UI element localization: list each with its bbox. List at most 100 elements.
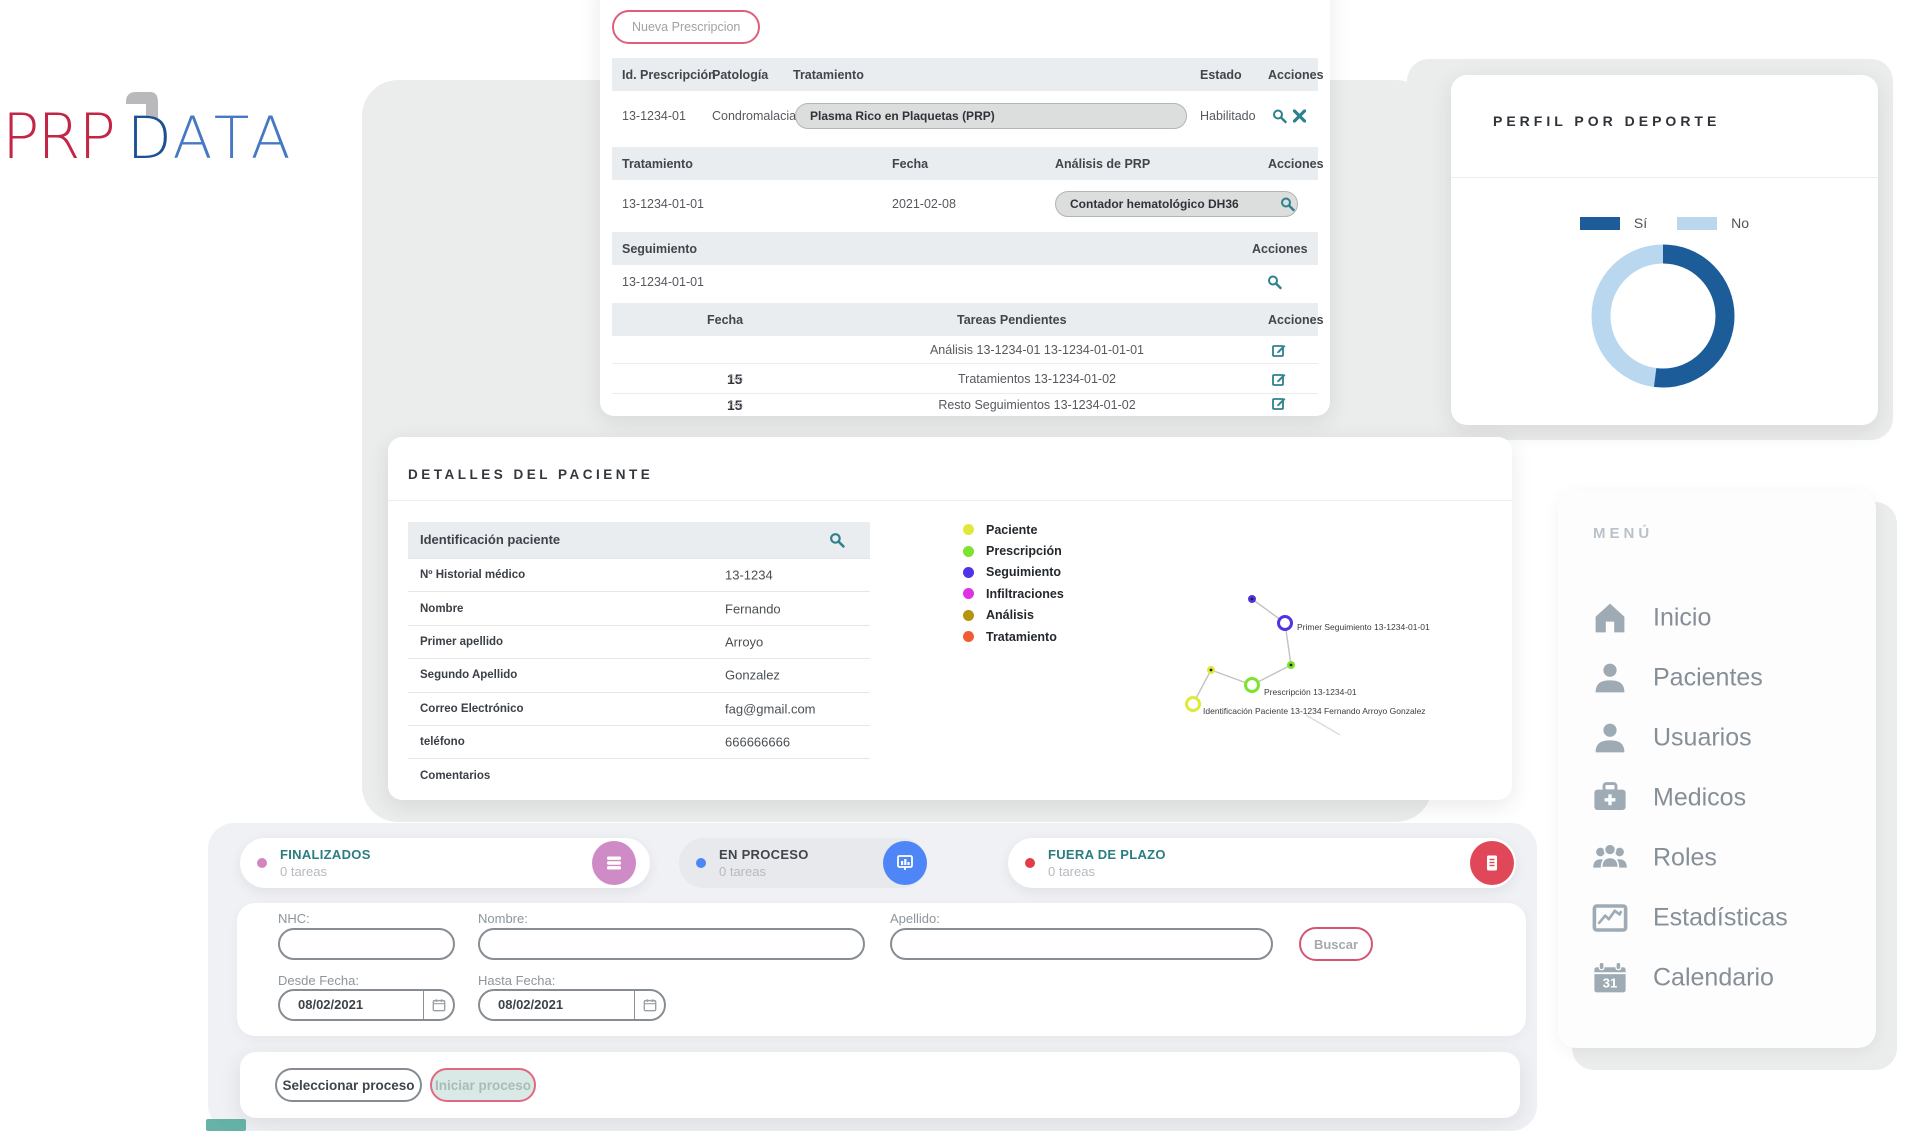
legend-dot	[963, 566, 974, 578]
status-count: 0 tareas	[719, 864, 766, 879]
status-title: FINALIZADOS	[280, 847, 371, 862]
col-analisis: Análisis de PRP	[1055, 156, 1151, 171]
legend-item: Prescripción	[963, 540, 1064, 561]
menu-item-pacientes[interactable]: Pacientes	[1558, 648, 1876, 708]
divider	[1451, 177, 1878, 178]
patient-network-graph[interactable]: Primer Seguimiento 13-1234-01-01 Prescri…	[388, 437, 1512, 800]
tratamiento-pill-button[interactable]: Plasma Rico en Plaquetas (PRP)	[795, 103, 1187, 129]
process-actions-panel: Seleccionar proceso Iniciar proceso	[240, 1052, 1520, 1118]
legend-label: Paciente	[986, 522, 1038, 537]
view-seguimiento-icon[interactable]	[1267, 275, 1282, 290]
col-tratamiento: Tratamiento	[793, 67, 864, 82]
menu-item-estadisticas[interactable]: Estadísticas	[1558, 888, 1876, 948]
menu-item-label: Pacientes	[1653, 663, 1763, 692]
view-tratamiento-icon[interactable]	[1280, 197, 1295, 212]
hasta-fecha-value: 08/02/2021	[498, 997, 564, 1012]
menu-item-inicio[interactable]: Inicio	[1558, 588, 1876, 648]
status-title: EN PROCESO	[719, 847, 809, 862]
teal-accent-chip	[206, 1119, 246, 1131]
col-patologia: Patología	[712, 67, 769, 82]
tarea-task: Tratamientos 13-1234-01-02	[958, 371, 1116, 386]
patient-field-row: Comentarios	[408, 758, 870, 791]
person-icon	[1595, 723, 1625, 753]
field-value: Arroyo	[725, 634, 764, 650]
view-prescription-icon[interactable]	[1272, 109, 1287, 124]
seleccionar-proceso-button[interactable]: Seleccionar proceso	[275, 1068, 422, 1102]
field-value: 666666666	[725, 734, 791, 750]
menu-item-medicos[interactable]: Medicos	[1558, 768, 1876, 828]
nhc-label: NHC:	[278, 911, 310, 926]
prescripcion-node-label: Prescripción 13-1234-01	[1264, 687, 1357, 697]
desde-fecha-input[interactable]: 08/02/2021	[278, 989, 455, 1021]
logo-corner-icon	[120, 92, 158, 128]
patient-id-table: Identificación paciente Nº Historial méd…	[408, 522, 870, 792]
tarea-row: 15 Feb Tratamientos 13-1234-01-02	[612, 363, 1318, 393]
delete-prescription-icon[interactable]	[1293, 109, 1306, 123]
people-group-icon	[1593, 843, 1627, 869]
legend-swatch-si	[1579, 216, 1620, 230]
tarea-row: Análisis 13-1234-01 13-1234-01-01-01	[612, 336, 1318, 363]
patient-field-row: Primer apellido Arroyo	[408, 624, 870, 658]
calendar-picker-icon[interactable]	[634, 991, 664, 1019]
patient-field-row: Nombre Fernando	[408, 591, 870, 624]
calendar-icon: 31	[1594, 961, 1626, 993]
col-tratamiento: Tratamiento	[622, 156, 693, 171]
col-seguimiento: Seguimiento	[622, 241, 698, 256]
menu-panel: MENÚ Inicio Pacientes Usuarios Medicos R…	[1558, 490, 1876, 1048]
edit-task-icon[interactable]	[1272, 343, 1286, 357]
desde-fecha-value: 08/02/2021	[298, 997, 364, 1012]
menu-item-label: Medicos	[1653, 783, 1747, 812]
logo-data-text: DATA	[127, 104, 296, 172]
menu-item-calendario[interactable]: 31 Calendario	[1558, 948, 1876, 1008]
analisis-pill-button[interactable]: Contador hematológico DH36	[1055, 191, 1298, 217]
field-label: Nº Historial médico	[420, 569, 526, 582]
field-value: Fernando	[725, 601, 781, 617]
menu-item-usuarios[interactable]: Usuarios	[1558, 708, 1876, 768]
logo-data-d: D	[127, 104, 173, 172]
calendar-picker-icon[interactable]	[423, 991, 453, 1019]
col-acciones: Acciones	[1268, 67, 1324, 82]
paciente-ring-node	[1185, 696, 1201, 712]
finalizados-card[interactable]: FINALIZADOS 0 tareas	[240, 838, 650, 888]
col-estado: Estado	[1200, 67, 1242, 82]
legend-dot	[963, 609, 974, 621]
menu-item-roles[interactable]: Roles	[1558, 828, 1876, 888]
menu-item-label: Estadísticas	[1653, 903, 1788, 932]
menu-item-label: Calendario	[1653, 963, 1774, 992]
tareas-table-header: Fecha Tareas Pendientes Acciones	[612, 303, 1324, 336]
document-icon	[1487, 855, 1497, 871]
status-dot	[696, 858, 706, 868]
legend-dot	[963, 631, 974, 643]
patient-field-row: Nº Historial médico 13-1234	[408, 558, 870, 591]
nombre-input[interactable]	[478, 928, 865, 960]
status-dot	[1025, 858, 1035, 868]
buscar-button[interactable]: Buscar	[1299, 927, 1373, 961]
fuera-de-plazo-card[interactable]: FUERA DE PLAZO 0 tareas	[1008, 838, 1516, 888]
field-value: 13-1234	[725, 567, 773, 583]
seguimiento-node-label: Primer Seguimiento 13-1234-01-01	[1297, 622, 1430, 632]
iniciar-proceso-button[interactable]: Iniciar proceso	[430, 1068, 536, 1102]
edit-task-icon[interactable]	[1272, 396, 1286, 411]
hasta-fecha-input[interactable]: 08/02/2021	[478, 989, 666, 1021]
tarea-month: Feb	[729, 374, 743, 383]
graph-legend: Paciente Prescripción Seguimiento Infilt…	[963, 519, 1064, 647]
search-patient-icon[interactable]	[829, 532, 845, 548]
prescription-patologia: Condromalacia	[712, 109, 797, 123]
legend-label: Análisis	[986, 608, 1034, 623]
nhc-input[interactable]	[278, 928, 455, 960]
en-proceso-card[interactable]: EN PROCESO 0 tareas	[679, 838, 927, 888]
field-label: teléfono	[420, 736, 465, 749]
home-icon	[1595, 603, 1625, 633]
tarea-day: 15	[727, 370, 743, 387]
apellido-input[interactable]	[890, 928, 1273, 960]
status-title: FUERA DE PLAZO	[1048, 847, 1166, 862]
edit-task-icon[interactable]	[1272, 372, 1286, 386]
tratamiento-table-header: Tratamiento Fecha Análisis de PRP Accion…	[612, 147, 1324, 180]
new-prescription-button[interactable]: Nueva Prescripcion	[612, 10, 761, 44]
donut-legend: Sí No	[1451, 215, 1878, 231]
hasta-fecha-label: Hasta Fecha:	[478, 973, 556, 988]
seguimiento-row: 13-1234-01-01	[612, 265, 1318, 299]
prp-data-logo: PRP DATA	[2, 92, 362, 186]
divider	[388, 500, 1512, 501]
